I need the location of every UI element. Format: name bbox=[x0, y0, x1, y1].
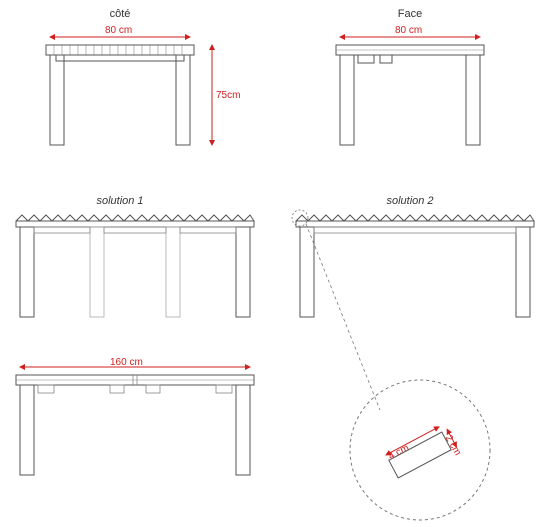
view-large bbox=[16, 367, 254, 475]
view-cote bbox=[46, 37, 194, 145]
detail-circle bbox=[350, 380, 490, 520]
callout-line bbox=[306, 224, 380, 410]
diagram-svg bbox=[0, 0, 540, 527]
view-face bbox=[336, 37, 484, 145]
view-solution2 bbox=[296, 215, 534, 317]
slat-detail bbox=[386, 424, 456, 478]
view-solution1 bbox=[16, 215, 254, 317]
